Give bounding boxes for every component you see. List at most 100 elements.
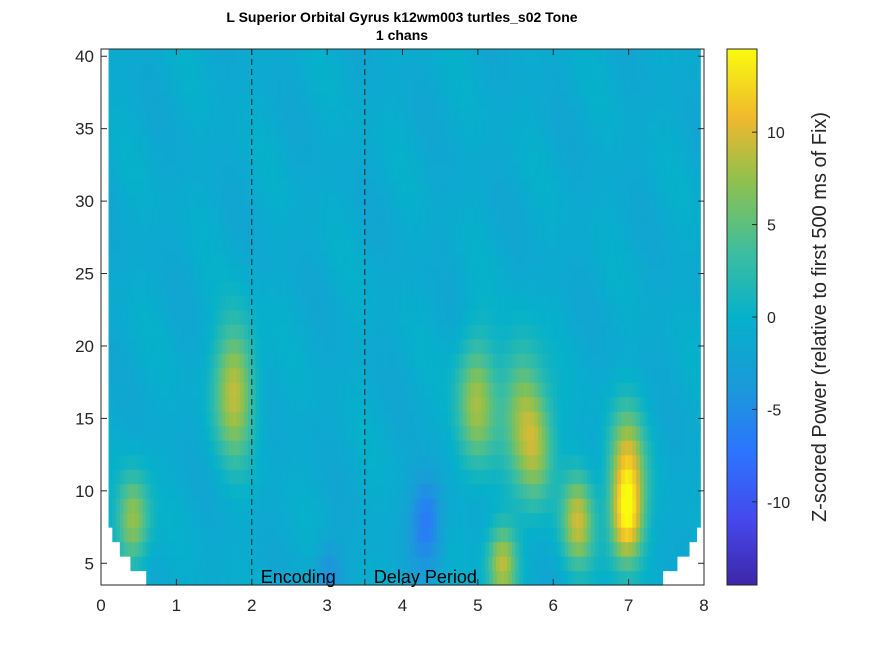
heatmap-cell <box>485 222 490 238</box>
heatmap-cell <box>240 396 245 412</box>
heatmap-cell <box>545 411 551 427</box>
heatmap-cell <box>436 251 441 267</box>
heatmap-cell <box>221 208 226 224</box>
heatmap-cell <box>624 454 630 470</box>
heatmap-cell <box>670 150 675 166</box>
heatmap-cell <box>330 237 336 253</box>
heatmap-cell <box>455 222 460 238</box>
heatmap-cell <box>168 309 174 325</box>
heatmap-cell <box>131 411 136 427</box>
heatmap-cell <box>142 440 147 456</box>
heatmap-cell <box>327 338 332 354</box>
heatmap-cell <box>368 135 373 152</box>
heatmap-cell <box>549 367 554 383</box>
heatmap-cell <box>406 237 411 253</box>
heatmap-cell <box>149 280 155 296</box>
heatmap-cell <box>443 469 449 485</box>
heatmap-cell <box>176 440 181 456</box>
heatmap-cell <box>564 164 569 180</box>
heatmap-cell <box>489 440 494 456</box>
heatmap-cell <box>221 295 226 311</box>
heatmap-cell <box>598 454 603 470</box>
heatmap-cell <box>462 280 468 296</box>
heatmap-cell <box>681 150 686 166</box>
heatmap-cell <box>161 237 166 253</box>
heatmap-cell <box>474 150 479 166</box>
heatmap-cell <box>278 237 283 253</box>
heatmap-cell <box>572 193 577 209</box>
heatmap-cell <box>357 164 362 180</box>
heatmap-cell <box>504 164 509 180</box>
heatmap-cell <box>590 150 596 166</box>
heatmap-cell <box>179 556 184 572</box>
heatmap-cell <box>560 338 566 354</box>
heatmap-cell <box>666 469 671 485</box>
heatmap-cell <box>474 382 479 398</box>
heatmap-cell <box>432 121 438 137</box>
heatmap-cell <box>681 541 686 557</box>
heatmap-cell <box>214 222 219 238</box>
heatmap-cell <box>300 324 306 340</box>
heatmap-cell <box>470 338 475 354</box>
heatmap-cell <box>274 425 279 441</box>
heatmap-cell <box>500 512 505 528</box>
heatmap-cell <box>214 237 219 253</box>
heatmap-cell <box>583 150 588 166</box>
heatmap-cell <box>451 425 456 441</box>
heatmap-cell <box>327 498 332 514</box>
heatmap-cell <box>477 237 483 253</box>
heatmap-cell <box>402 208 407 224</box>
heatmap-cell <box>496 541 502 557</box>
heatmap-cell <box>564 251 569 267</box>
heatmap-cell <box>443 150 449 166</box>
heatmap-cell <box>266 382 272 398</box>
heatmap-cell <box>157 280 162 296</box>
heatmap-cell <box>383 179 389 195</box>
heatmap-cell <box>361 338 366 354</box>
heatmap-cell <box>334 121 340 137</box>
heatmap-cell <box>319 425 324 441</box>
heatmap-cell <box>508 527 513 543</box>
heatmap-cell <box>251 382 257 398</box>
heatmap-cell <box>330 440 336 456</box>
heatmap-cell <box>379 222 385 238</box>
heatmap-cell <box>134 179 140 195</box>
heatmap-cell <box>270 309 275 325</box>
heatmap-cell <box>138 222 144 238</box>
heatmap-cell <box>300 222 306 238</box>
heatmap-cell <box>345 440 351 456</box>
heatmap-cell <box>142 179 147 195</box>
heatmap-cell <box>451 396 456 412</box>
heatmap-cell <box>296 469 302 485</box>
heatmap-cell <box>650 556 655 572</box>
heatmap-cell <box>658 164 664 180</box>
heatmap-cell <box>379 469 385 485</box>
heatmap-cell <box>481 425 487 441</box>
heatmap-cell <box>621 309 626 325</box>
heatmap-cell <box>138 338 144 354</box>
heatmap-cell <box>470 353 475 369</box>
heatmap-cell <box>624 556 629 572</box>
heatmap-cell <box>624 396 630 412</box>
heatmap-cell <box>183 179 189 195</box>
heatmap-cell <box>666 251 671 267</box>
heatmap-cell <box>308 411 313 427</box>
heatmap-cell <box>221 411 226 427</box>
heatmap-cell <box>440 498 445 514</box>
heatmap-cell <box>696 309 701 325</box>
heatmap-cell <box>560 295 566 311</box>
heatmap-cell <box>489 367 494 383</box>
heatmap-cell <box>489 251 494 267</box>
heatmap-cell <box>481 353 487 369</box>
heatmap-cell <box>617 237 622 253</box>
heatmap-cell <box>361 382 366 398</box>
heatmap-cell <box>165 541 170 557</box>
heatmap-cell <box>670 440 675 456</box>
heatmap-cell <box>583 367 588 383</box>
heatmap-cell <box>632 280 637 296</box>
heatmap-cell <box>303 556 309 572</box>
heatmap-cell <box>334 353 340 369</box>
heatmap-cell <box>613 469 618 485</box>
heatmap-cell <box>391 193 396 209</box>
heatmap-cell <box>108 222 113 238</box>
